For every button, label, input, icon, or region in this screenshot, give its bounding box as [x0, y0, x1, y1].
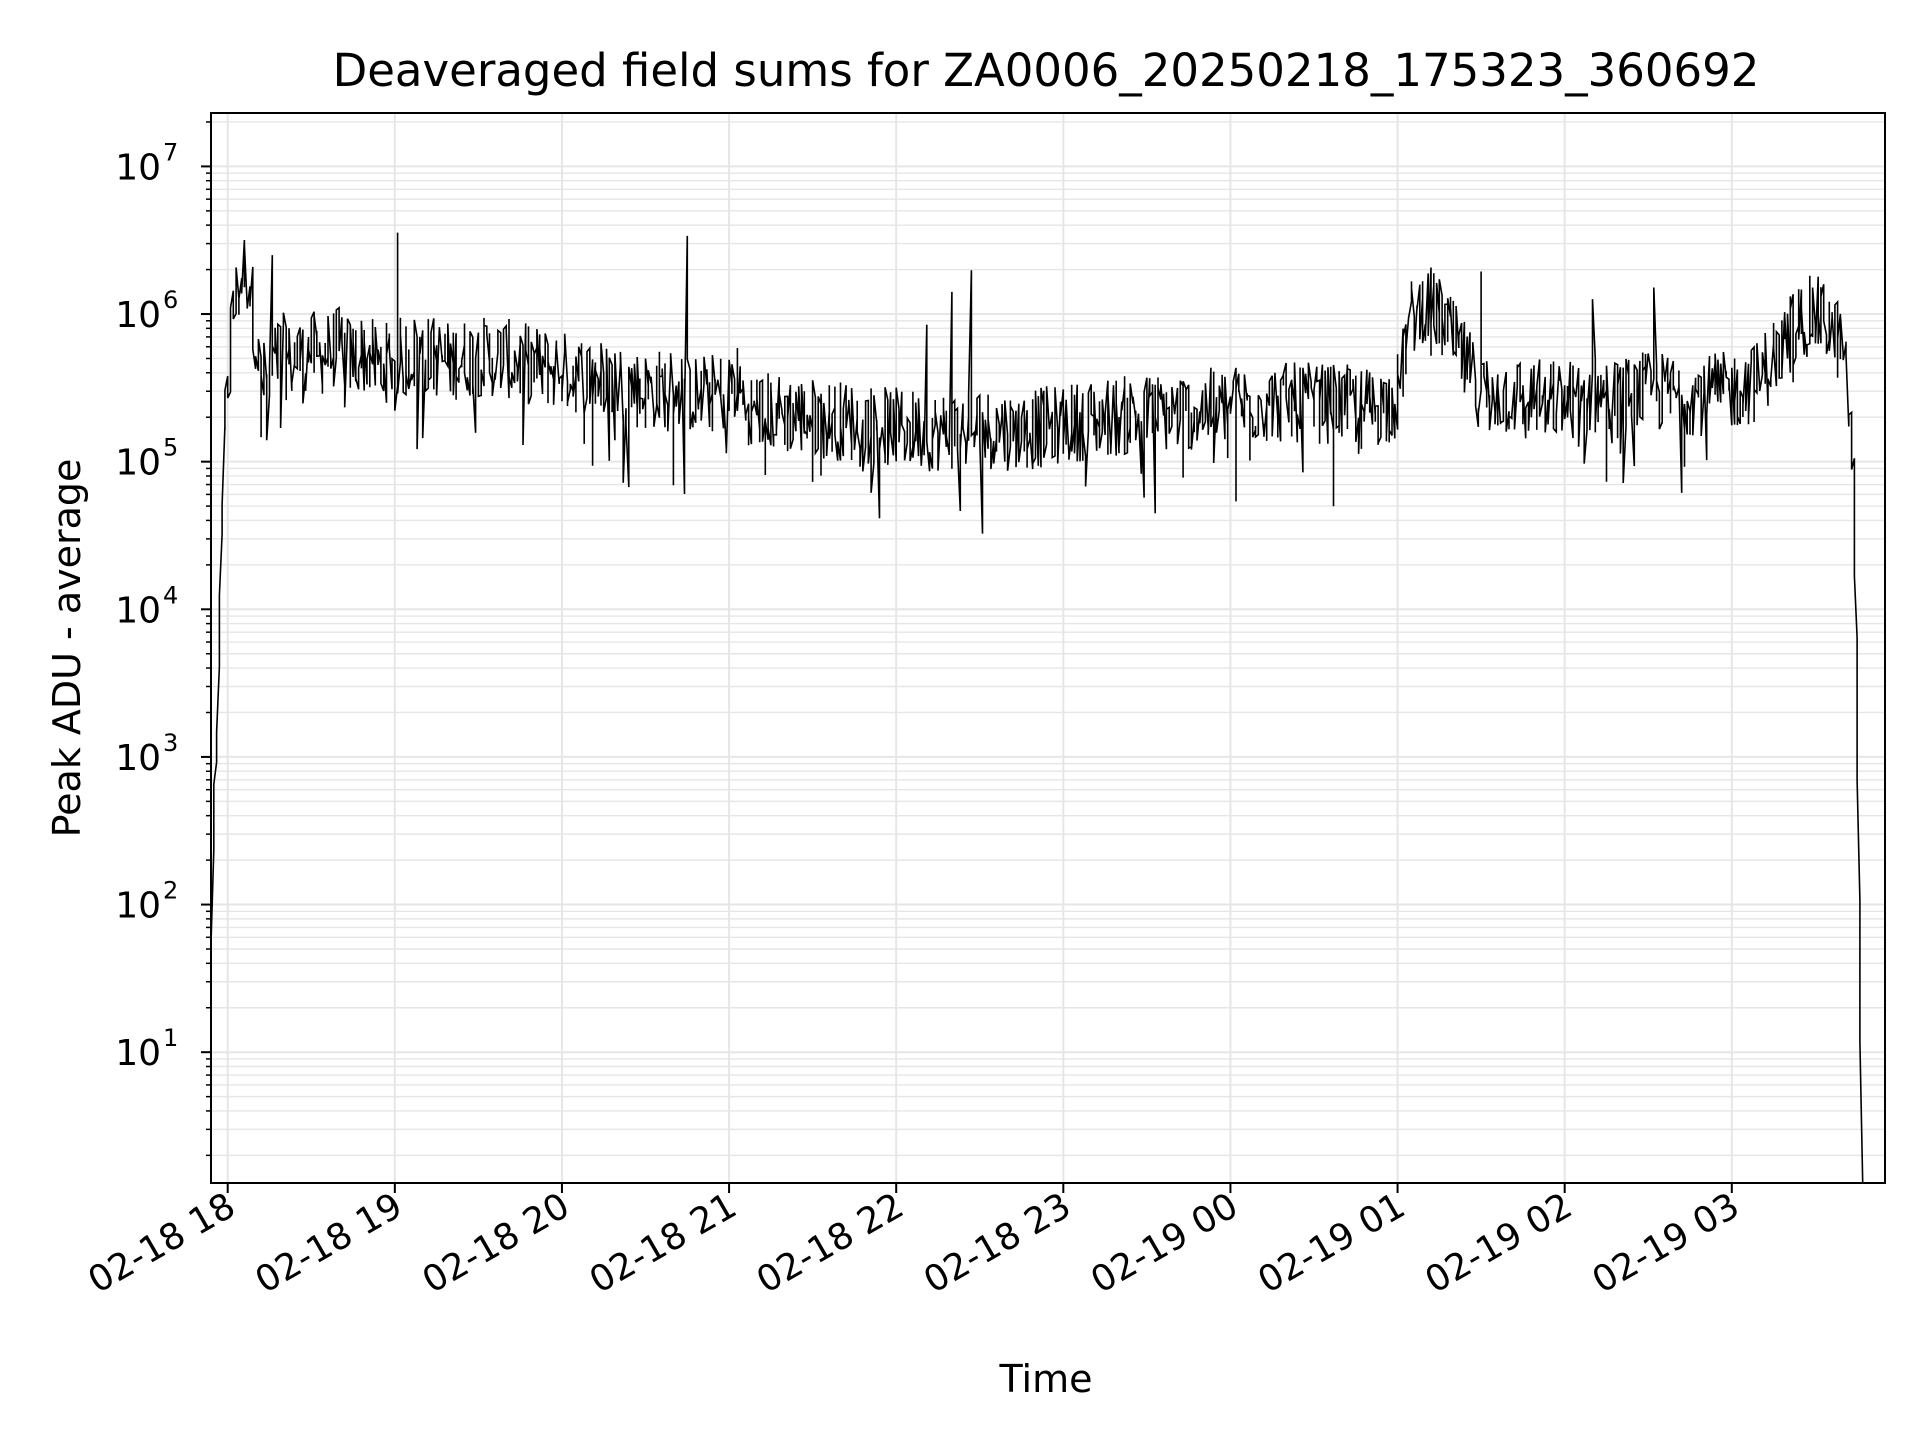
- data-layer: [210, 232, 1864, 1184]
- y-tick-exponent: 3: [163, 729, 178, 757]
- y-tick-label: 10: [115, 295, 161, 336]
- y-axis-label: Peak ADU - average: [45, 459, 89, 838]
- y-tick-label: 10: [115, 443, 161, 484]
- y-tick-exponent: 2: [163, 877, 178, 905]
- plot-frame: [210, 112, 1886, 1184]
- y-tick-exponent: 5: [163, 434, 178, 462]
- y-tick-label: 10: [115, 738, 161, 779]
- chart-title: Deaveraged field sums for ZA0006_2025021…: [333, 44, 1760, 97]
- y-tick-label: 10: [115, 590, 161, 631]
- series-line: [210, 232, 1864, 1184]
- y-tick-exponent: 4: [163, 581, 178, 609]
- y-tick-label: 10: [115, 147, 161, 188]
- y-tick-label: 10: [115, 886, 161, 927]
- y-tick-exponent: 6: [163, 286, 178, 314]
- y-tick-label: 10: [115, 1033, 161, 1074]
- y-tick-exponent: 7: [163, 138, 178, 166]
- y-tick-exponent: 1: [163, 1024, 178, 1052]
- x-axis-label: Time: [999, 1357, 1093, 1401]
